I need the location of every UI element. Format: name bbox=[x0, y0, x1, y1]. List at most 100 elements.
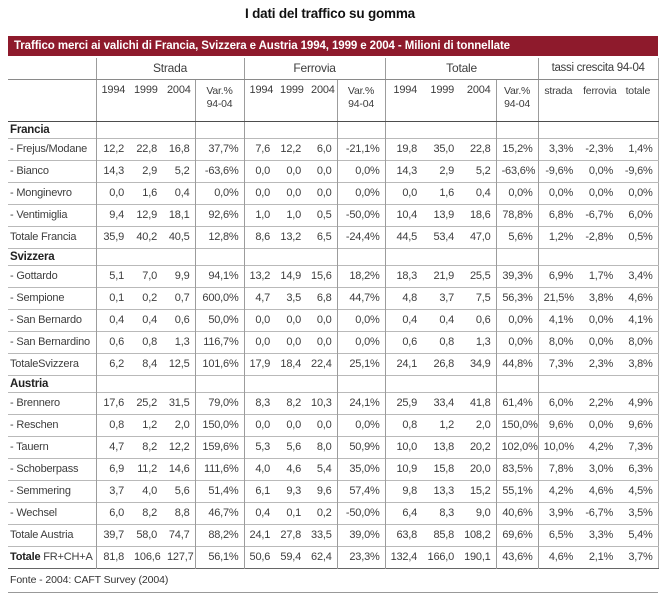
cell: 40,6% bbox=[496, 502, 539, 524]
cell: 11,2 bbox=[137, 463, 157, 475]
cell: 10,0 bbox=[396, 441, 418, 453]
cell bbox=[496, 248, 539, 265]
cell: 94,1% bbox=[195, 265, 245, 287]
cell: 1,6 bbox=[142, 187, 157, 199]
cell: 79,0% bbox=[195, 392, 245, 414]
cell: 18,6 bbox=[459, 204, 497, 226]
cell: 0,0% bbox=[588, 165, 614, 177]
cell: 0,2 bbox=[142, 292, 157, 304]
cell: 1,3 bbox=[459, 331, 497, 353]
cell: 39,3% bbox=[496, 265, 539, 287]
cell: 50,6 bbox=[249, 551, 271, 563]
cell: 1,3 bbox=[162, 331, 196, 353]
cell: 20,2 bbox=[459, 436, 497, 458]
section-row: Austria bbox=[8, 375, 659, 392]
cell: 24,1 bbox=[249, 529, 271, 541]
total-row: TotaleSvizzera 6,2 8,4 12,5 101,6% 17,9 18,4 22… bbox=[8, 353, 659, 375]
cell: 25,1% bbox=[337, 353, 386, 375]
cell: 9,6% bbox=[548, 419, 574, 431]
cell: 0,0% bbox=[496, 331, 539, 353]
cell: 7,8% bbox=[548, 463, 574, 475]
cell: 15,8 bbox=[433, 463, 455, 475]
row-label: Totale Austria bbox=[8, 524, 97, 546]
cell: 0,5 bbox=[306, 204, 338, 226]
cell: 18,3 bbox=[396, 270, 418, 282]
cell: 0,0% bbox=[588, 187, 614, 199]
year-header: 1999 bbox=[275, 79, 307, 122]
cell: 27,8 bbox=[280, 529, 302, 541]
table-row: - Wechsel 6,0 8,2 8,8 46,7% 0,4 0,1 0,2 -50,0% 6,… bbox=[8, 502, 659, 524]
var-header: Var.% 94-04 bbox=[496, 79, 539, 122]
row-label: TotaleSvizzera bbox=[8, 353, 97, 375]
cell: 6,9% bbox=[548, 270, 574, 282]
cell: 22,8 bbox=[136, 143, 157, 155]
cell: 0,7 bbox=[162, 287, 196, 309]
cell: 8,3 bbox=[439, 507, 455, 519]
row-label: - Schoberpass bbox=[8, 458, 97, 480]
cell bbox=[422, 121, 459, 138]
cell: 85,8 bbox=[433, 529, 455, 541]
cell: 8,8 bbox=[162, 502, 196, 524]
cell bbox=[538, 375, 578, 392]
page-title: I dati del traffico su gomma bbox=[245, 6, 415, 21]
subheader-row: 1994 1999 2004 Var.% 94-04 1994 1999 2004… bbox=[8, 79, 659, 122]
cell: 9,4 bbox=[109, 209, 124, 221]
cell: -50,0% bbox=[337, 502, 386, 524]
table-row: - Tauern 4,7 8,2 12,2 159,6% 5,3 5,6 8,0 50,9% 10… bbox=[8, 436, 659, 458]
cell bbox=[96, 248, 129, 265]
cell: 0,0 bbox=[255, 187, 271, 199]
cell: 61,4% bbox=[496, 392, 539, 414]
cell bbox=[337, 375, 386, 392]
cell: 7,6 bbox=[255, 143, 271, 155]
cell bbox=[496, 375, 539, 392]
cell: 4,2% bbox=[548, 485, 574, 497]
cell: 81,8 bbox=[103, 551, 124, 563]
cell: 44,5 bbox=[396, 231, 418, 243]
cell: -2,3% bbox=[585, 143, 614, 155]
cell: 4,8 bbox=[402, 292, 418, 304]
cell: 47,0 bbox=[459, 226, 497, 248]
cell: 26,8 bbox=[433, 358, 455, 370]
row-label: - Brennero bbox=[8, 392, 97, 414]
cell: 0,8 bbox=[402, 419, 418, 431]
cell: 0,0% bbox=[588, 314, 614, 326]
cell: 5,6% bbox=[496, 226, 539, 248]
cell: 43,6% bbox=[496, 546, 539, 568]
cell: 12,8% bbox=[195, 226, 245, 248]
cell bbox=[162, 121, 196, 138]
cell: 5,4 bbox=[306, 458, 338, 480]
cell: 12,2 bbox=[162, 436, 196, 458]
cell: 6,0 bbox=[306, 138, 338, 160]
cell: 1,0 bbox=[255, 209, 271, 221]
cell bbox=[244, 121, 275, 138]
cell: 9,8 bbox=[402, 485, 418, 497]
corner-cell bbox=[8, 58, 97, 80]
cell: 3,3% bbox=[588, 529, 614, 541]
cell: 9,3 bbox=[286, 485, 302, 497]
cell: 18,2% bbox=[337, 265, 386, 287]
cell: 56,3% bbox=[496, 287, 539, 309]
cell: 40,5 bbox=[162, 226, 196, 248]
cell: 1,6 bbox=[439, 187, 455, 199]
cell: 14,3 bbox=[396, 165, 418, 177]
cell: 24,1 bbox=[396, 358, 418, 370]
cell: 13,2 bbox=[249, 270, 271, 282]
cell: 15,6 bbox=[306, 265, 338, 287]
cell: 14,6 bbox=[162, 458, 196, 480]
cell: 1,7% bbox=[588, 270, 614, 282]
cell: 63,8 bbox=[396, 529, 418, 541]
year-header: 2004 bbox=[306, 79, 338, 122]
cell: 3,7 bbox=[439, 292, 455, 304]
cell: 0,1 bbox=[286, 507, 302, 519]
cell bbox=[275, 248, 306, 265]
cell: 4,7 bbox=[255, 292, 271, 304]
cell: -24,4% bbox=[337, 226, 386, 248]
total-row: Totale Francia 35,9 40,2 40,5 12,8% 8,6 13,2 6,… bbox=[8, 226, 659, 248]
cell: 0,0 bbox=[306, 331, 338, 353]
cell: 8,2 bbox=[142, 441, 157, 453]
cell: 0,0% bbox=[337, 414, 386, 436]
cell: 0,6 bbox=[162, 309, 196, 331]
cell: 59,4 bbox=[280, 551, 302, 563]
cell: 1,2% bbox=[548, 231, 574, 243]
cell: 6,8 bbox=[306, 287, 338, 309]
